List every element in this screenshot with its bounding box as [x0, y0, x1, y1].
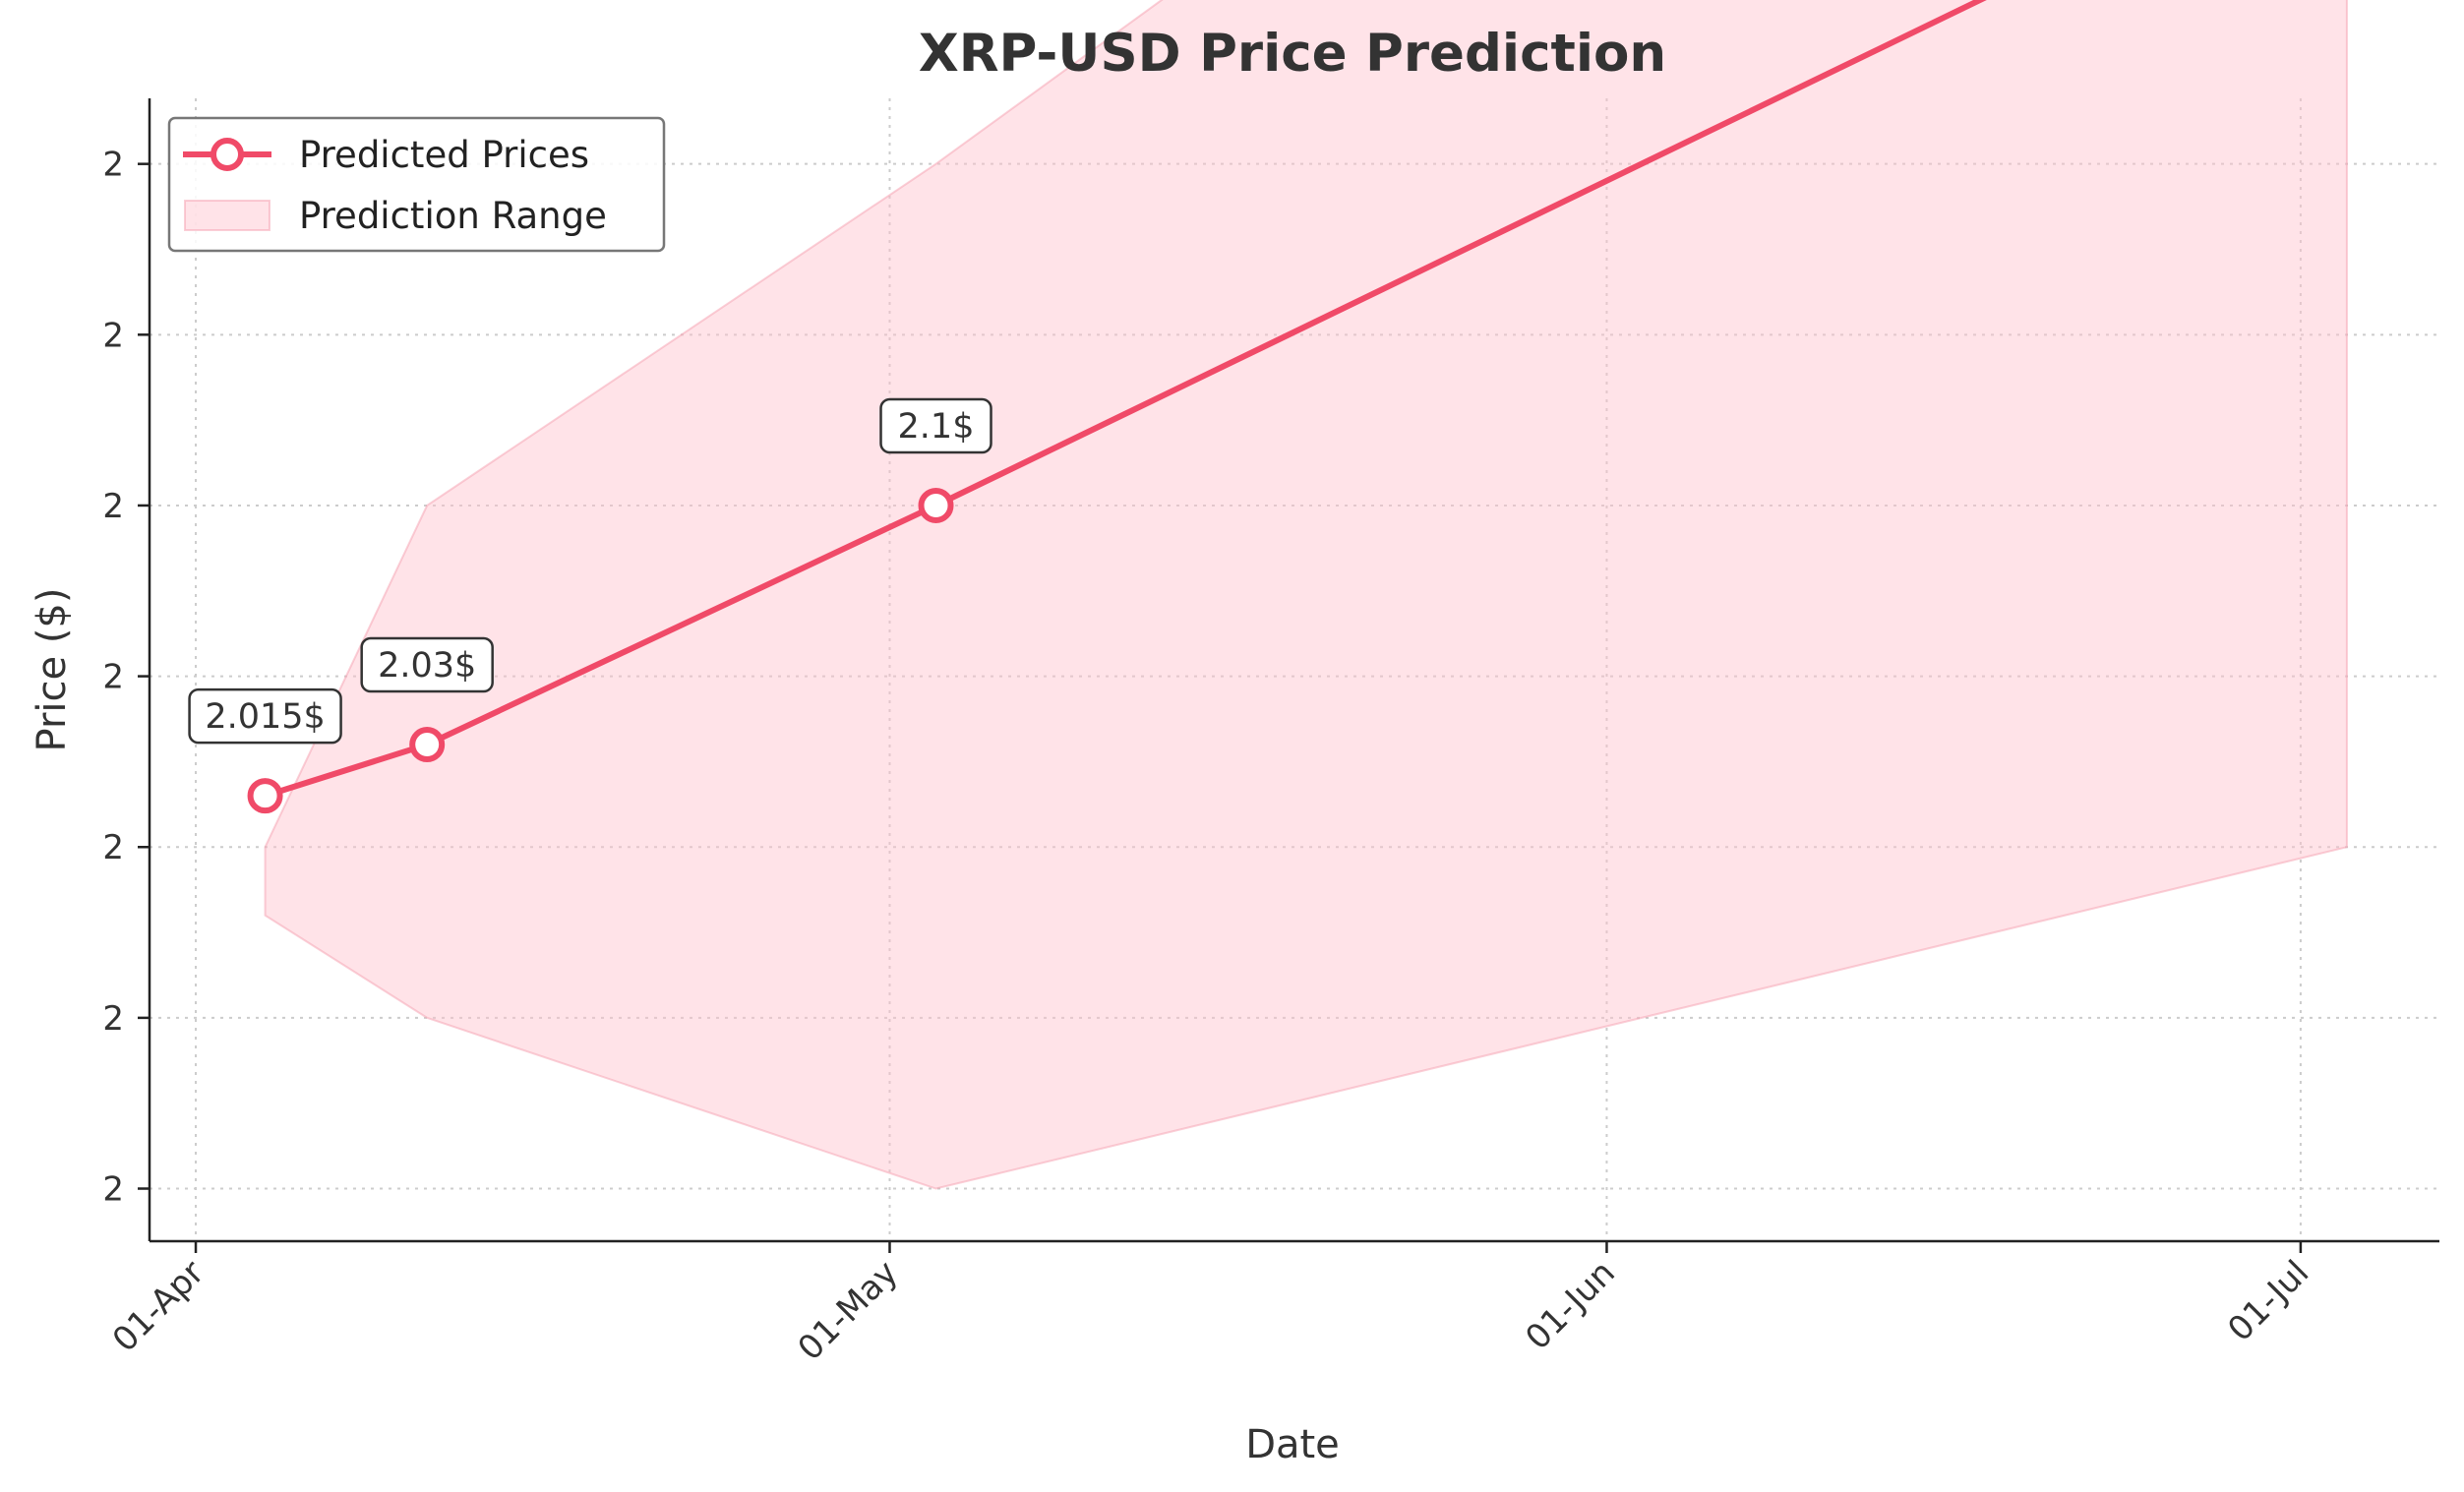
- y-tick-label: 2: [102, 1170, 124, 1210]
- legend-range-swatch: [184, 200, 270, 231]
- y-tick-label: 2: [102, 146, 124, 185]
- x-ticks: 01-Apr 01-May 01-Jun 01-Jul: [105, 1241, 2316, 1368]
- data-label-callout: 2.1$: [879, 397, 992, 454]
- y-axis-label: Price ($): [30, 588, 75, 752]
- data-label: 2.015$: [205, 697, 325, 737]
- axes: [148, 98, 2439, 1243]
- data-label-box: [360, 636, 494, 693]
- data-label: 2.1$: [898, 407, 975, 447]
- y-tick-label: 2: [102, 487, 124, 526]
- x-tick-label: 01-May: [791, 1253, 906, 1368]
- data-point: [918, 487, 954, 523]
- y-tick-label: 2: [102, 828, 124, 867]
- data-labels: 2.015$2.03$2.1$2.3$: [188, 397, 992, 745]
- y-ticks: 2 2 2 2 2 2 2: [102, 146, 150, 1210]
- data-points: [247, 487, 954, 814]
- data-point: [409, 727, 446, 763]
- y-tick-label: 2: [102, 658, 124, 697]
- y-tick-label: 2: [102, 316, 124, 355]
- data-label: 2.03$: [378, 646, 476, 686]
- legend-label-predicted-prices: Predicted Prices: [299, 134, 589, 176]
- data-label-callout: 2.015$: [188, 687, 342, 745]
- legend-marker-swatch: [210, 138, 244, 171]
- y-tick-label: 2: [102, 999, 124, 1039]
- data-label-box: [879, 397, 992, 454]
- data-point: [247, 778, 283, 814]
- predicted-prices-line: [264, 0, 1987, 800]
- legend-box: [167, 116, 666, 253]
- data-label-callout: 2.03$: [360, 636, 494, 693]
- x-tick-label: 01-Apr: [105, 1253, 212, 1360]
- chart-title: XRP-USD Price Prediction: [919, 24, 1666, 84]
- data-label-box: [188, 687, 342, 745]
- x-axis-label: Date: [1245, 1422, 1340, 1467]
- legend-label-prediction-range: Prediction Range: [299, 195, 607, 237]
- x-tick-label: 01-Jun: [1518, 1253, 1622, 1357]
- prediction-range-area: [264, 0, 2348, 1190]
- x-tick-label: 01-Jul: [2220, 1253, 2316, 1349]
- legend: Predicted Prices Prediction Range: [167, 116, 666, 253]
